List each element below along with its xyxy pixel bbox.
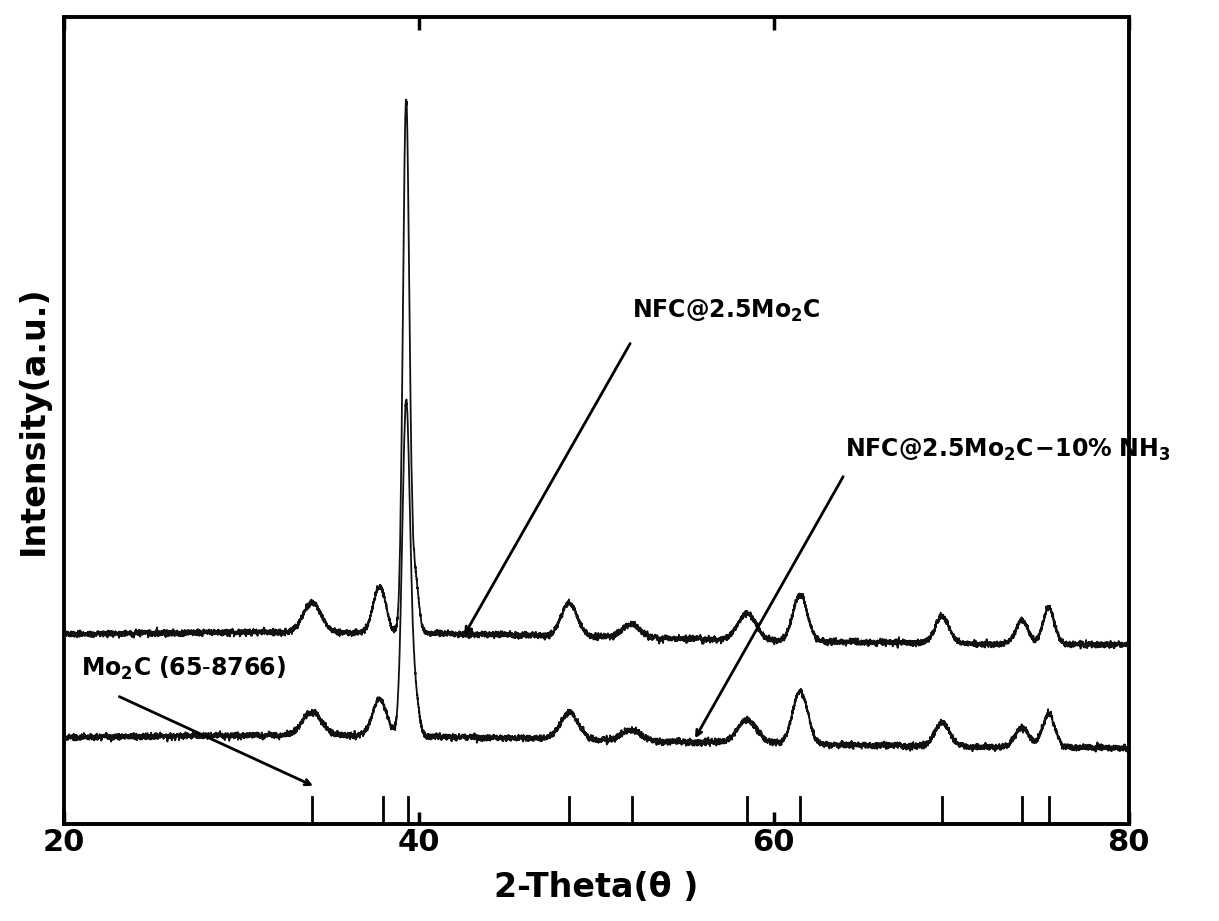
X-axis label: 2-Theta(θ ): 2-Theta(θ ) [494,871,698,904]
Text: $\mathbf{Mo_2C\ (65\text{-}8766)}$: $\mathbf{Mo_2C\ (65\text{-}8766)}$ [82,655,286,682]
Text: $\mathbf{NFC@2.5Mo_2C\!-\!10\%\ NH_3}$: $\mathbf{NFC@2.5Mo_2C\!-\!10\%\ NH_3}$ [845,437,1170,462]
Y-axis label: Intensity(a.u.): Intensity(a.u.) [17,286,50,555]
Text: $\mathbf{NFC@2.5Mo_2C}$: $\mathbf{NFC@2.5Mo_2C}$ [631,298,820,324]
